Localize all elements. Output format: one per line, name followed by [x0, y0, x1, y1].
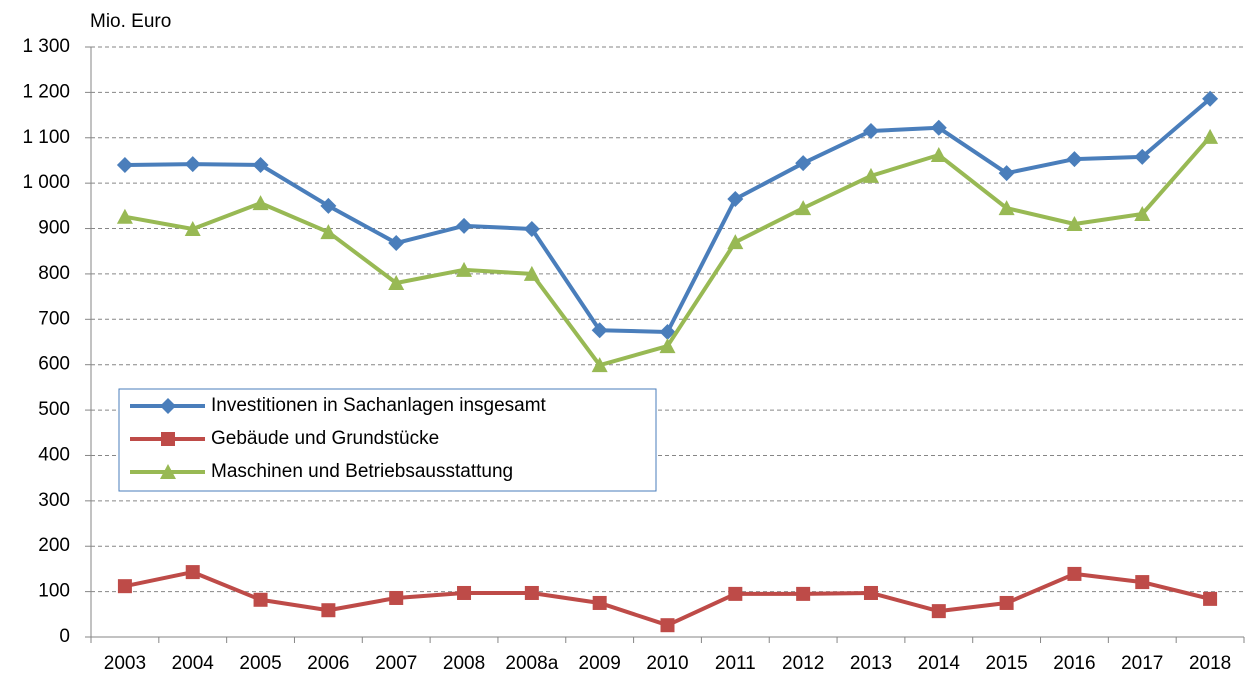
y-axis-label: Mio. Euro [90, 11, 171, 32]
data-point [456, 217, 473, 234]
data-point [1135, 575, 1150, 590]
data-point [930, 119, 947, 136]
legend-marker [160, 398, 176, 414]
x-tick-label: 2012 [782, 653, 824, 674]
data-point [185, 565, 200, 580]
data-point [117, 579, 132, 594]
x-tick-label: 2008 [443, 653, 485, 674]
x-tick-label: 2015 [985, 653, 1027, 674]
y-tick-label: 800 [38, 263, 70, 284]
data-point [728, 586, 743, 601]
x-tick-label: 2017 [1121, 653, 1163, 674]
data-point [1066, 216, 1083, 231]
legend-label: Investitionen in Sachanlagen insgesamt [211, 395, 547, 416]
data-point [456, 261, 473, 277]
data-point [523, 220, 540, 237]
x-tick-label: 2018 [1189, 653, 1231, 674]
data-point [320, 197, 337, 214]
data-point [253, 592, 268, 607]
x-tick-label: 2005 [239, 653, 281, 674]
data-point [863, 585, 878, 600]
data-point [116, 157, 133, 173]
data-point [727, 234, 744, 250]
data-point [591, 322, 608, 339]
data-point [591, 357, 608, 373]
x-tick-label: 2007 [375, 653, 417, 674]
data-point [116, 208, 133, 224]
x-tick-label: 2004 [172, 653, 215, 674]
data-point [321, 603, 336, 618]
data-point [999, 595, 1014, 610]
data-point [1134, 148, 1151, 165]
data-point [795, 200, 812, 216]
x-tick-label: 2006 [307, 653, 349, 674]
data-point [388, 235, 405, 252]
data-point [1202, 90, 1219, 107]
legend-marker [160, 464, 176, 479]
y-tick-label: 1 100 [22, 127, 70, 148]
y-tick-label: 1 300 [22, 36, 70, 57]
y-tick-label: 500 [38, 399, 70, 420]
data-point [795, 155, 812, 172]
x-tick-label: 2010 [646, 653, 688, 674]
data-point [1067, 566, 1082, 581]
data-point [1066, 151, 1083, 168]
data-point [660, 618, 675, 633]
y-tick-label: 900 [38, 218, 70, 239]
x-tick-label: 2008a [505, 653, 558, 674]
y-tick-label: 200 [38, 535, 70, 556]
data-point [862, 122, 879, 139]
data-point [930, 147, 947, 163]
data-point [523, 265, 540, 281]
y-tick-label: 1 000 [22, 172, 70, 193]
data-point [659, 324, 676, 341]
data-point [252, 195, 269, 211]
x-tick-label: 2016 [1053, 653, 1095, 674]
data-point [998, 165, 1015, 182]
y-tick-label: 700 [38, 308, 70, 329]
x-tick-label: 2003 [104, 653, 146, 674]
legend-label: Gebäude und Grundstücke [211, 428, 439, 449]
legend-marker [161, 432, 175, 446]
data-point [862, 167, 879, 183]
x-tick-label: 2014 [918, 653, 961, 674]
data-point [1203, 591, 1218, 606]
y-tick-label: 1 200 [22, 81, 70, 102]
y-tick-label: 100 [38, 581, 70, 602]
data-point [389, 590, 404, 605]
data-point [1202, 128, 1219, 144]
data-point [796, 586, 811, 601]
data-point [998, 200, 1015, 216]
y-tick-label: 0 [59, 626, 70, 647]
data-point [184, 220, 201, 236]
data-point [592, 595, 607, 610]
y-tick-label: 400 [38, 444, 70, 465]
x-tick-label: 2009 [579, 653, 621, 674]
data-point [320, 224, 337, 240]
y-tick-label: 600 [38, 354, 70, 375]
data-point [184, 156, 201, 173]
data-point [931, 604, 946, 619]
x-tick-label: 2011 [715, 653, 756, 674]
data-point [252, 157, 269, 173]
data-point [1134, 206, 1151, 222]
y-tick-label: 300 [38, 490, 70, 511]
data-point [524, 585, 539, 600]
x-tick-label: 2013 [850, 653, 892, 674]
legend-box [118, 388, 657, 492]
legend-label: Maschinen und Betriebsausstattung [211, 461, 513, 482]
data-point [388, 275, 405, 290]
data-point [457, 585, 472, 600]
data-point [727, 191, 744, 208]
series-line [124, 570, 1211, 628]
data-point [659, 338, 676, 354]
